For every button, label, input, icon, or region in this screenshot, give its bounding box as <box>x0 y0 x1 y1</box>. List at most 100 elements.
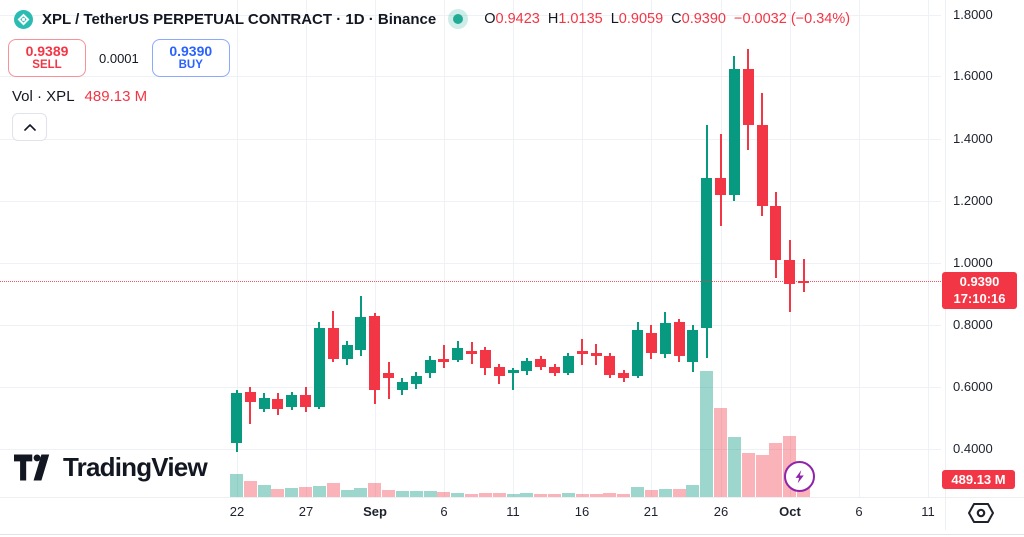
price-axis-label: 0.6000 <box>953 379 993 394</box>
hexagon-eye-icon[interactable] <box>966 501 996 530</box>
buy-label: BUY <box>178 59 203 72</box>
symbol-logo-icon <box>14 9 33 29</box>
candle-body <box>632 329 643 377</box>
volume-bar <box>465 494 478 497</box>
time-gridline <box>306 0 307 497</box>
price-axis-label: 0.4000 <box>953 441 993 456</box>
volume-bar <box>714 408 727 497</box>
volume-bar <box>590 494 603 497</box>
volume-bar <box>354 488 367 497</box>
candle-wick <box>249 387 251 425</box>
time-gridline <box>859 0 860 497</box>
time-gridline <box>237 0 238 497</box>
candle-body <box>729 68 740 195</box>
volume-bar <box>285 488 298 497</box>
candle-body <box>231 393 242 443</box>
candle-body <box>549 366 560 374</box>
candle-body <box>784 259 795 285</box>
market-status-dot[interactable] <box>453 14 464 24</box>
collapse-panel-button[interactable] <box>12 113 47 141</box>
time-gridline <box>651 0 652 497</box>
time-axis-separator <box>0 497 1024 498</box>
volume-bar <box>562 493 575 497</box>
candle-body <box>300 394 311 408</box>
lightning-icon[interactable] <box>784 461 815 492</box>
high-value: 1.0135 <box>558 11 603 27</box>
candle-body <box>355 317 366 350</box>
volume-bar <box>603 493 616 497</box>
candle-wick <box>388 362 390 400</box>
time-axis-label: Oct <box>779 504 801 519</box>
candle-body <box>674 321 685 356</box>
volume-bar <box>728 437 741 497</box>
volume-bar <box>617 494 630 497</box>
ohlc-legend: O0.9423 H1.0135 L0.9059 C0.9390 −0.0032 … <box>484 11 850 27</box>
last-price-badge: 0.9390 17:10:16 <box>942 272 1017 309</box>
time-gridline <box>928 0 929 497</box>
volume-bar <box>576 494 589 497</box>
volume-bar <box>507 494 520 497</box>
volume-bar <box>659 489 672 497</box>
tradingview-logo-icon <box>14 452 54 483</box>
candle-body <box>577 351 588 355</box>
last-price-value: 0.9390 <box>959 273 1000 289</box>
time-axis-label: 6 <box>440 504 448 519</box>
price-axis-label: 1.0000 <box>953 255 993 270</box>
volume-axis-badge: 489.13 M <box>942 470 1015 489</box>
time-gridline <box>721 0 722 497</box>
volume-indicator-legend[interactable]: Vol · XPL 489.13 M <box>12 88 147 105</box>
candle-wick <box>443 345 445 369</box>
time-axis[interactable]: 22 27 Sep 6 11 16 21 26 Oct 6 11 <box>0 498 945 532</box>
volume-bar <box>493 493 506 497</box>
price-gridline <box>0 201 941 202</box>
tradingview-watermark-text: TradingView <box>63 452 208 482</box>
price-gridline <box>0 76 941 77</box>
candle-body <box>508 369 519 374</box>
price-axis-label: 1.6000 <box>953 68 993 83</box>
sell-button[interactable]: 0.9389 SELL <box>8 39 86 77</box>
volume-bar <box>327 483 340 497</box>
price-gridline <box>0 387 941 388</box>
volume-bar <box>451 493 464 497</box>
volume-bar <box>368 483 381 497</box>
buy-button[interactable]: 0.9390 BUY <box>151 39 230 77</box>
price-gridline <box>0 15 941 16</box>
candle-body <box>342 345 353 360</box>
price-axis-label: 1.2000 <box>953 193 993 208</box>
open-label: O <box>484 11 496 27</box>
volume-bar <box>230 474 243 497</box>
volume-bar <box>313 486 326 497</box>
volume-bar <box>756 455 769 497</box>
symbol-title[interactable]: XPL / TetherUS PERPETUAL CONTRACT · 1D ·… <box>42 10 437 28</box>
spread-value: 0.0001 <box>99 50 139 66</box>
volume-bar <box>686 485 699 497</box>
volume-bar <box>673 489 686 497</box>
low-label: L <box>610 11 619 27</box>
price-axis-separator <box>945 0 946 530</box>
candle-wick <box>803 258 805 293</box>
volume-bar <box>769 443 782 497</box>
candle-body <box>743 69 754 126</box>
volume-axis-value: 489.13 M <box>951 472 1006 487</box>
candle-body <box>397 382 408 391</box>
volume-bar <box>520 493 533 497</box>
tradingview-watermark[interactable]: TradingView <box>14 452 208 483</box>
chart-canvas[interactable] <box>0 0 945 497</box>
candle-body <box>480 349 491 369</box>
volume-indicator-label: Vol · XPL <box>12 88 75 105</box>
candle-body <box>245 391 256 403</box>
candle-body <box>286 394 297 408</box>
high-label: H <box>547 11 559 27</box>
close-value: 0.9390 <box>681 11 726 27</box>
time-axis-label: 16 <box>574 504 590 519</box>
price-axis[interactable]: 1.8000 1.6000 1.4000 1.2000 1.0000 0.8000 0.60… <box>945 0 1024 497</box>
price-gridline <box>0 139 941 140</box>
candle-body <box>452 348 463 361</box>
time-axis-label: 22 <box>229 504 245 519</box>
candle-body <box>272 399 283 409</box>
candle-body <box>618 373 629 378</box>
price-gridline <box>0 325 941 326</box>
volume-bar <box>534 494 547 497</box>
time-axis-label: 11 <box>921 504 935 519</box>
close-label: C <box>671 11 682 27</box>
